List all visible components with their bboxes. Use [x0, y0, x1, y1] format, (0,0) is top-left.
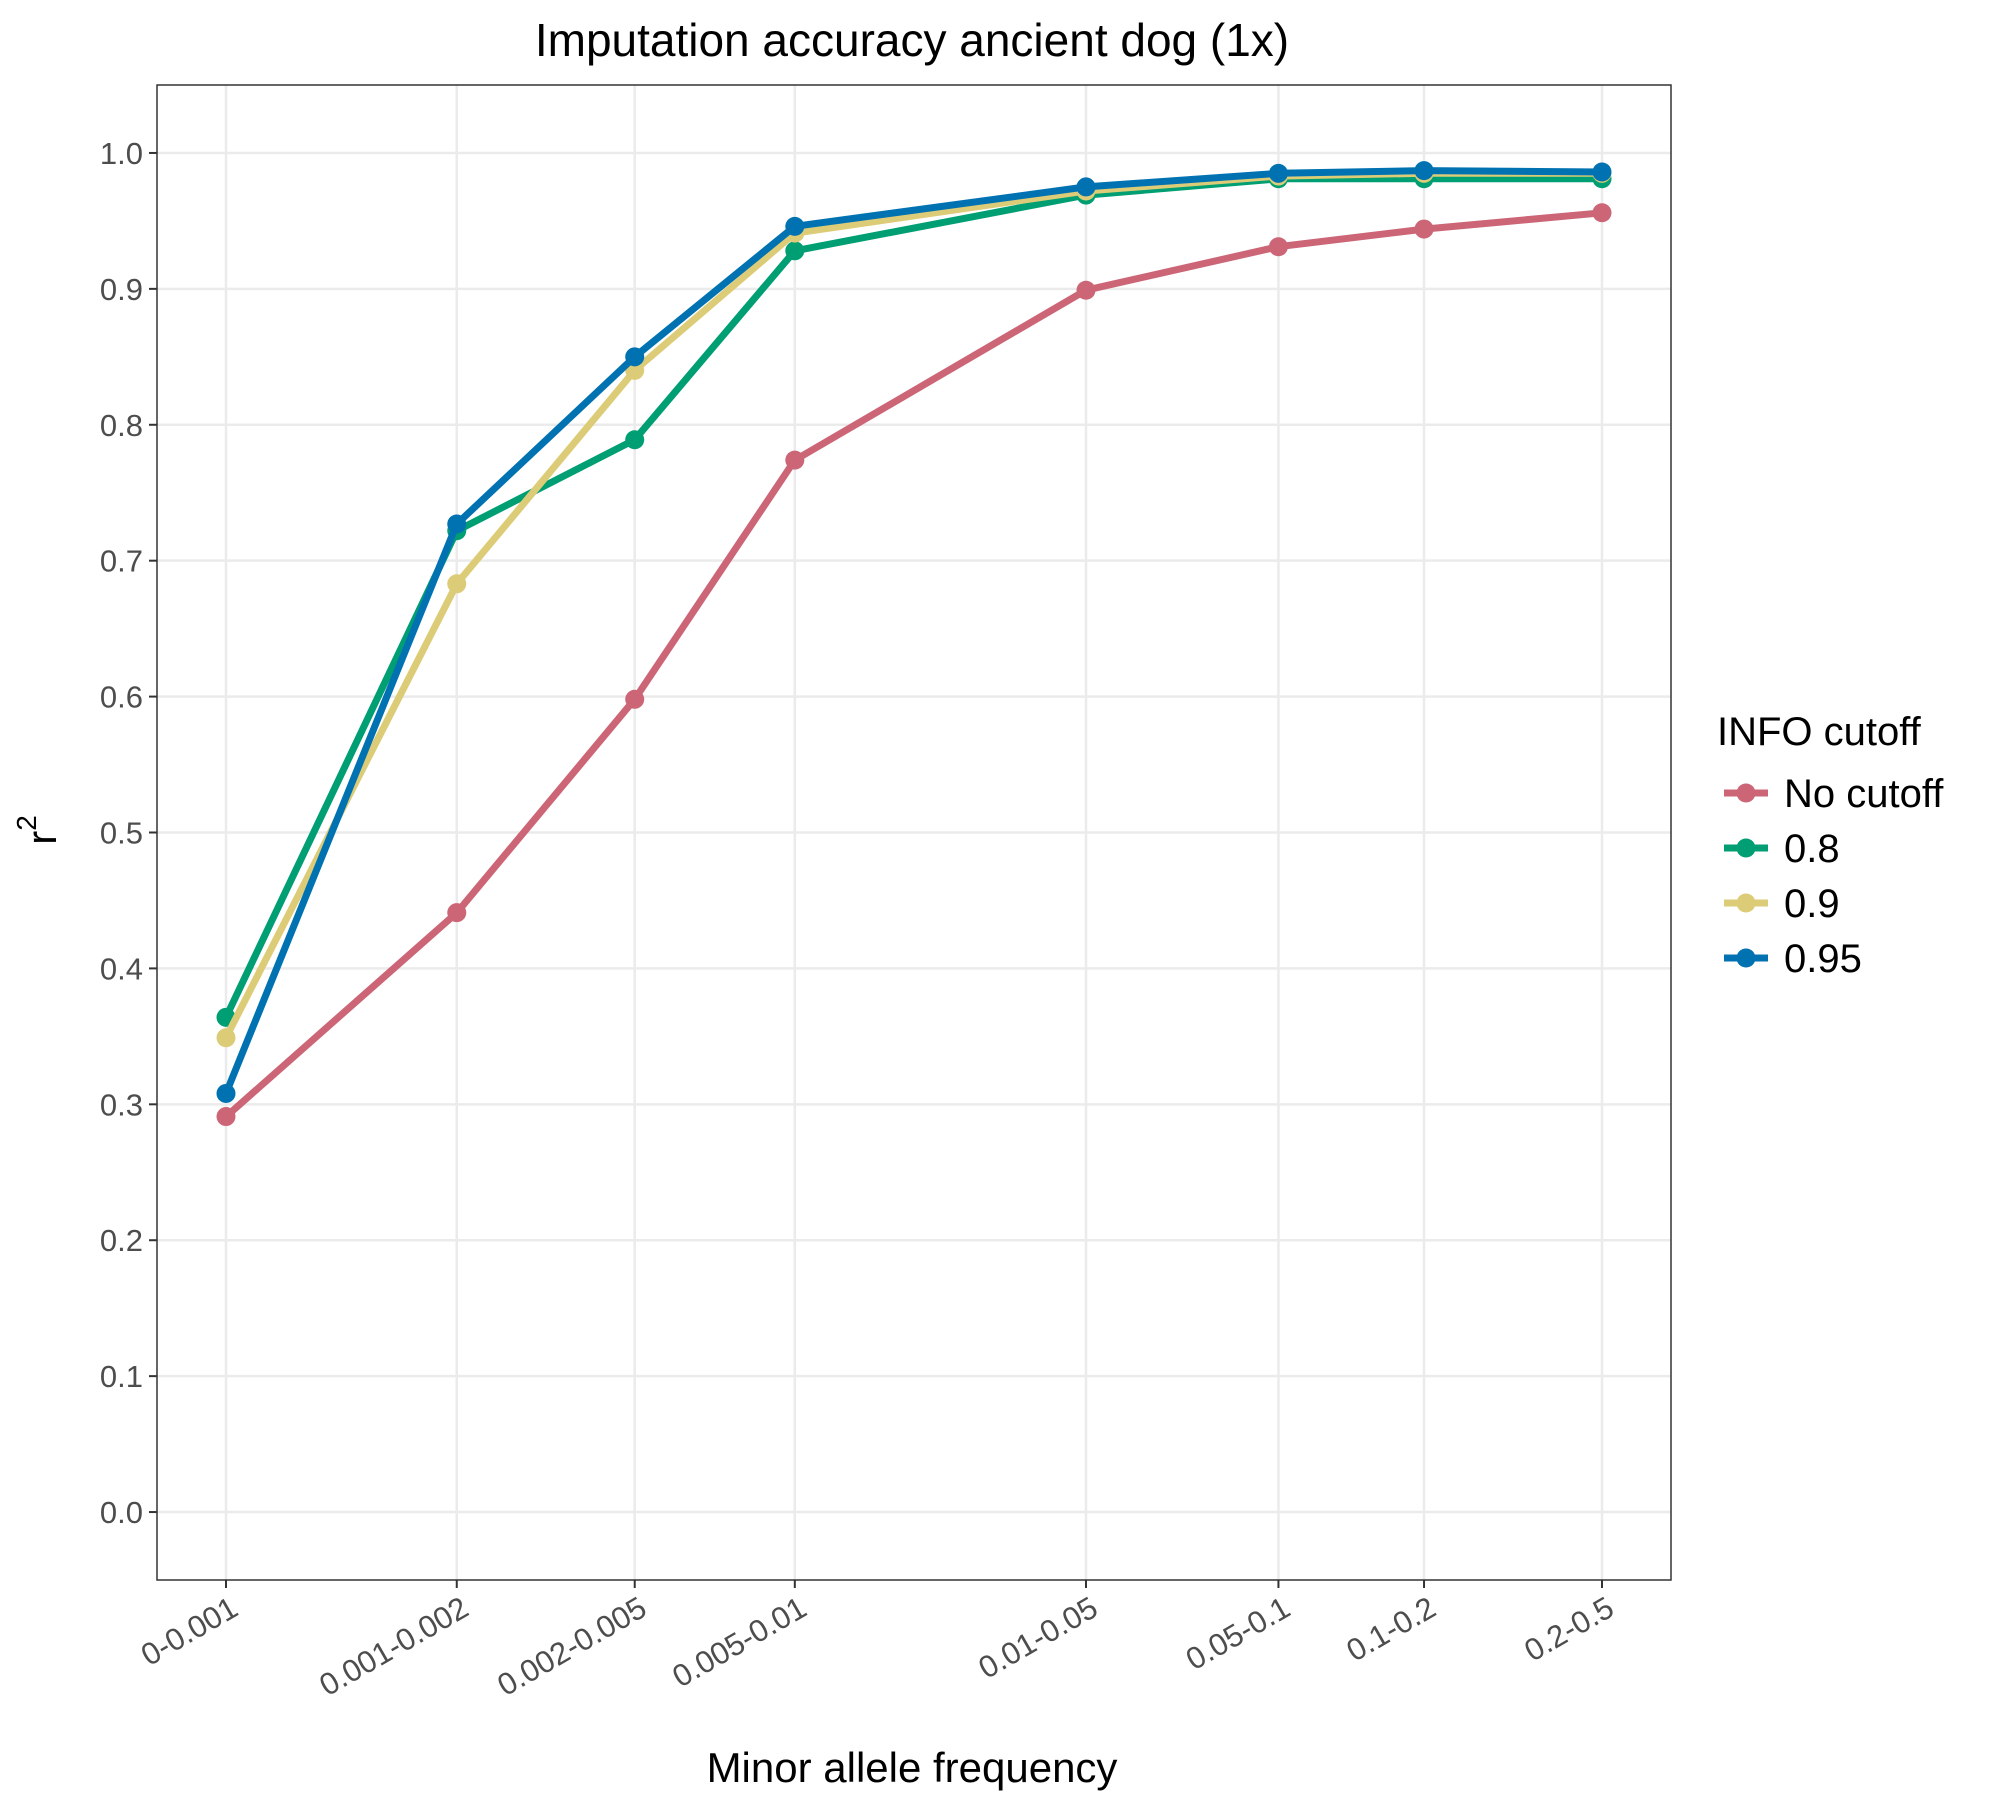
data-point [785, 241, 805, 261]
legend-key-point [1736, 783, 1756, 803]
data-point [625, 430, 645, 450]
legend-label: 0.8 [1784, 827, 1840, 871]
data-point [785, 450, 805, 470]
y-tick-label: 0.3 [100, 1087, 143, 1122]
legend-key-point [1736, 948, 1756, 968]
x-tick-label: 0.001-0.002 [313, 1590, 474, 1703]
x-tick-label: 0.2-0.5 [1518, 1590, 1619, 1669]
x-tick-label: 0.01-0.05 [973, 1590, 1104, 1686]
legend-label: No cutoff [1784, 772, 1944, 816]
data-point [1076, 280, 1096, 300]
y-tick-label: 0.5 [100, 816, 143, 851]
x-tick-label: 0-0.001 [135, 1590, 244, 1673]
y-tick-label: 0.7 [100, 544, 143, 579]
x-tick-label: 0.05-0.1 [1180, 1590, 1296, 1677]
data-point [625, 347, 645, 367]
series-0.95 [216, 161, 1612, 1103]
data-point [447, 574, 467, 594]
data-point [1076, 177, 1096, 197]
legend-key-point [1736, 838, 1756, 858]
x-tick-label: 0.1-0.2 [1340, 1590, 1441, 1669]
legend-label: 0.9 [1784, 882, 1840, 926]
y-axis: 0.0 0.1 0.2 0.3 0.4 0.5 0.6 0.7 0.8 0.9 1.0 [100, 136, 157, 1530]
y-tick-label: 0.6 [100, 680, 143, 715]
data-point [216, 1083, 236, 1103]
y-tick-label: 0.0 [100, 1495, 143, 1530]
data-point [785, 216, 805, 236]
y-tick-label: 0.8 [100, 408, 143, 443]
series-no-cutoff [216, 203, 1612, 1127]
series-line [222, 167, 1606, 1097]
data-point [216, 1028, 236, 1048]
x-tick-label: 0.005-0.01 [666, 1590, 812, 1694]
data-point [1268, 237, 1288, 257]
chart-title: Imputation accuracy ancient dog (1x) [535, 14, 1289, 66]
y-tick-label: 0.1 [100, 1359, 143, 1394]
data-point [216, 1107, 236, 1127]
gridlines [157, 85, 1671, 1580]
data-point [1592, 203, 1612, 223]
legend-key-point [1736, 893, 1756, 913]
legend-entry: 0.9 [1724, 882, 1840, 926]
svg-text:r2: r2 [11, 815, 65, 845]
y-tick-label: 1.0 [100, 136, 143, 171]
series-line [222, 175, 1606, 1021]
y-axis-title-superscript: 2 [11, 815, 42, 831]
data-point [1414, 161, 1434, 181]
data-point [1268, 163, 1288, 183]
legend-entry: 0.95 [1724, 937, 1862, 981]
y-axis-title: r2 [11, 815, 65, 845]
series-layer [216, 161, 1612, 1127]
y-tick-label: 0.4 [100, 951, 143, 986]
x-axis-title: Minor allele frequency [707, 1744, 1118, 1791]
y-tick-label: 0.9 [100, 272, 143, 307]
legend: INFO cutoff No cutoff 0.8 0.9 0.95 [1717, 710, 1944, 981]
data-point [447, 903, 467, 923]
x-axis: 0-0.001 0.001-0.002 0.002-0.005 0.005-0.01 0… [135, 1580, 1620, 1703]
y-axis-title-base: r [18, 831, 65, 845]
y-tick-label: 0.2 [100, 1223, 143, 1258]
legend-label: 0.95 [1784, 937, 1862, 981]
data-point [447, 514, 467, 534]
data-point [1592, 162, 1612, 182]
data-point [625, 689, 645, 709]
data-point [1414, 219, 1434, 239]
series-line [222, 169, 1606, 1042]
x-tick-label: 0.002-0.005 [491, 1590, 652, 1703]
legend-entry: 0.8 [1724, 827, 1840, 871]
series-line [222, 209, 1606, 1121]
legend-title: INFO cutoff [1717, 710, 1922, 754]
legend-entry: No cutoff [1724, 772, 1944, 816]
